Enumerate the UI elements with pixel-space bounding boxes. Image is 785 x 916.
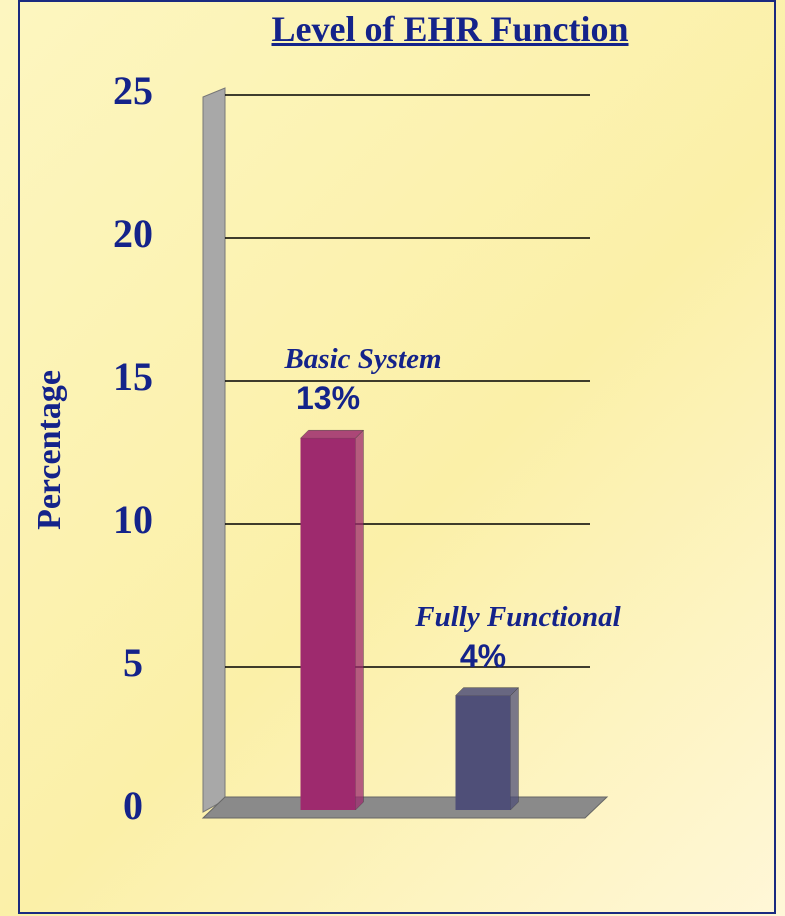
y-axis-label: Percentage (31, 370, 68, 530)
y-tick-label: 25 (113, 68, 153, 113)
value-label: 4% (459, 637, 507, 674)
y-tick-label: 10 (113, 497, 153, 542)
y-tick-label: 0 (123, 783, 143, 828)
category-label: Fully Functional (415, 600, 621, 633)
back-wall (202, 87, 226, 813)
value-label: 13% (295, 380, 361, 417)
bar (455, 695, 511, 810)
chart-title: Level of EHR Function (271, 9, 629, 49)
y-tick-label: 20 (113, 211, 153, 256)
bar-top (299, 429, 365, 439)
category-label: Basic System (284, 343, 442, 376)
bar-top (454, 687, 520, 696)
bar-side (355, 429, 364, 811)
y-tick-label: 5 (123, 640, 143, 685)
y-tick-label: 15 (113, 354, 153, 399)
bar (300, 438, 356, 810)
frame-border (18, 0, 776, 914)
bar-side (510, 686, 519, 811)
floor (201, 796, 609, 819)
